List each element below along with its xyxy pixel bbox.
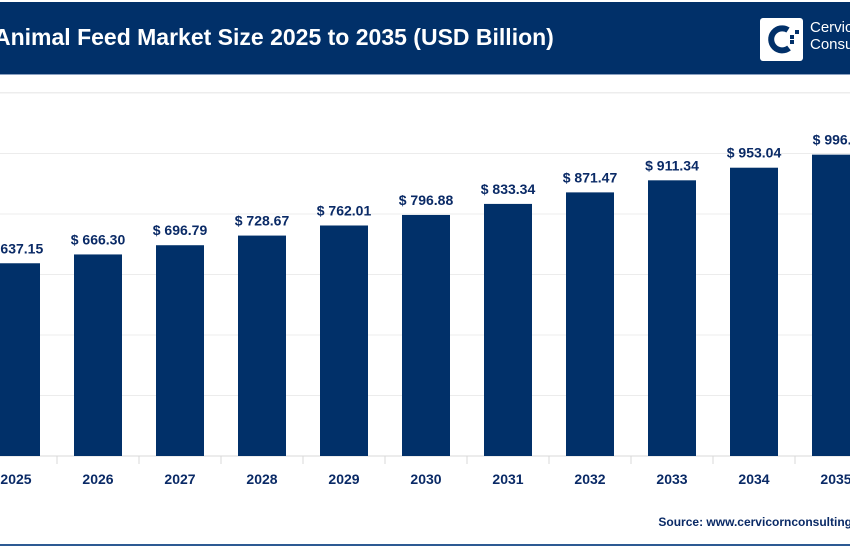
x-tick-label-2027: 2027 [164,471,195,487]
bar-2032 [566,192,614,457]
data-label-2033: $ 911.34 [645,157,699,173]
source-text: Source: www.cervicornconsulting.com [658,515,850,529]
bar-2026 [74,254,122,456]
data-label-2029: $ 762.01 [317,202,372,218]
logo-line1: Cervicorn [810,19,850,36]
bar-2029 [320,225,368,456]
bottom-divider [0,544,850,546]
bar-2035 [812,154,850,456]
logo-text: Cervicorn Consulting [810,19,850,53]
data-label-2034: $ 953.04 [727,145,782,161]
logo-icon [760,18,803,61]
data-label-2030: $ 796.88 [399,192,454,208]
bar-2025 [0,263,40,456]
header-banner: Animal Feed Market Size 2025 to 2035 (US… [0,2,850,75]
x-tick-label-2029: 2029 [328,471,359,487]
data-label-2032: $ 871.47 [563,169,618,185]
data-label-2027: $ 696.79 [153,222,208,238]
bar-2028 [238,235,286,456]
data-label-2031: $ 833.34 [481,181,536,197]
x-tick-label-2034: 2034 [738,471,769,487]
bar-2033 [648,180,696,457]
x-tick-label-2033: 2033 [656,471,687,487]
x-tick-label-2035: 2035 [820,471,850,487]
x-tick-label-2025: 2025 [0,471,31,487]
bar-2027 [156,245,204,456]
bar-2030 [402,214,450,456]
data-label-2025: $ 637.15 [0,240,43,256]
logo-line2: Consulting [810,36,850,53]
data-label-2026: $ 666.30 [71,231,126,247]
x-tick-label-2028: 2028 [246,471,277,487]
bar-2031 [484,203,532,456]
x-tick-label-2031: 2031 [492,471,523,487]
x-tick-label-2030: 2030 [410,471,441,487]
chart-title: Animal Feed Market Size 2025 to 2035 (US… [0,24,554,50]
data-label-2028: $ 728.67 [235,213,290,229]
data-label-2035: $ 996.2 [813,132,850,148]
x-tick-label-2032: 2032 [574,471,605,487]
bar-2034 [730,167,778,457]
x-tick-label-2026: 2026 [82,471,113,487]
